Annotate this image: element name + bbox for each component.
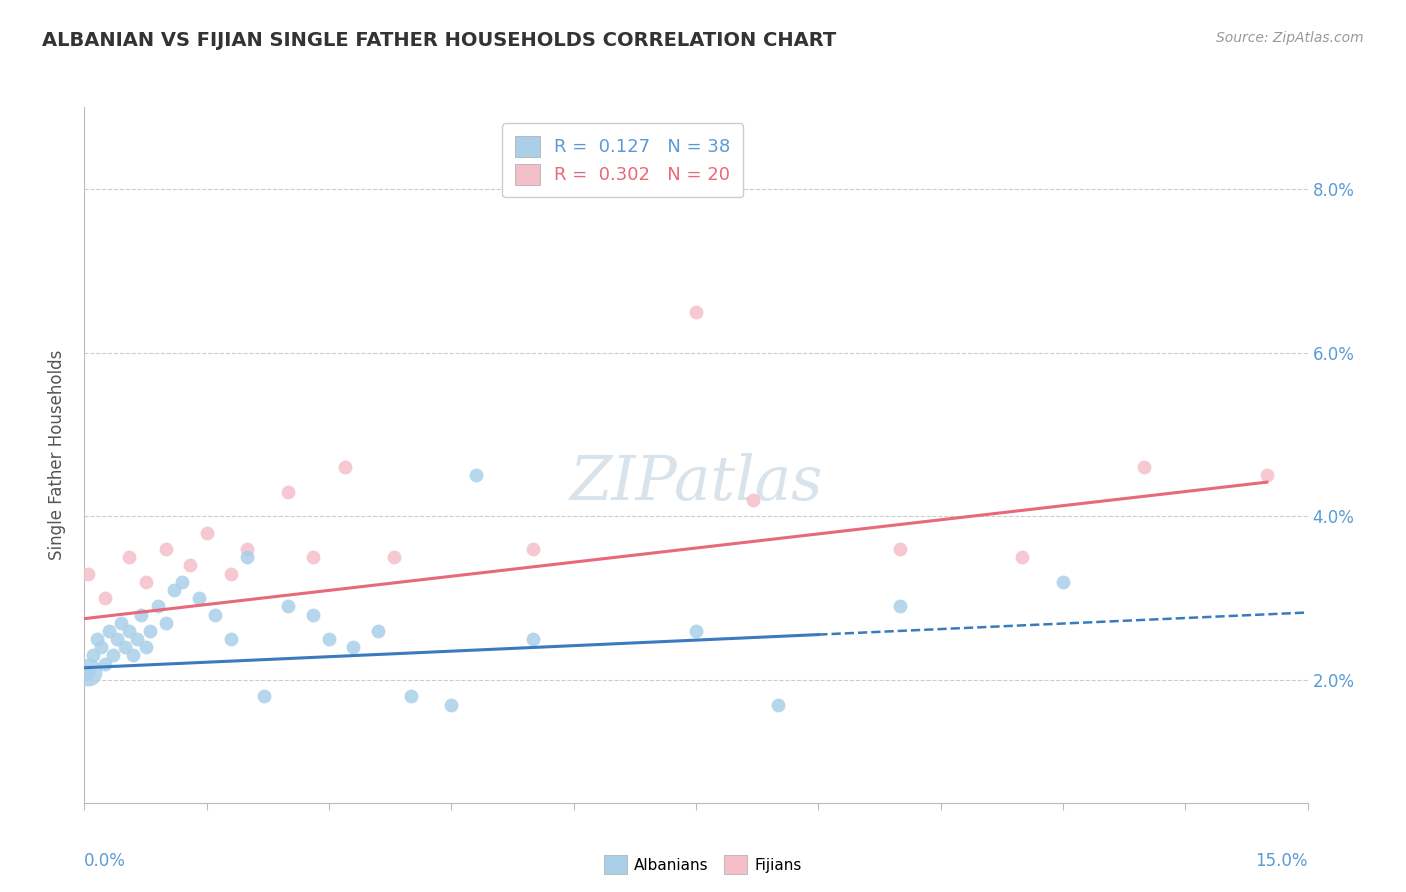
Point — [82, 648, 104, 663]
Point — [219, 566, 242, 581]
Y-axis label: Single Father Households: Single Father Households — [48, 350, 66, 560]
Point — [522, 542, 544, 557]
Point — [97, 624, 120, 638]
Point — [86, 632, 108, 646]
Point — [889, 599, 911, 614]
Point — [685, 304, 707, 318]
Point — [382, 550, 405, 565]
Point — [277, 484, 299, 499]
Point — [335, 460, 357, 475]
Point — [195, 525, 218, 540]
Point — [127, 632, 149, 646]
Point — [93, 657, 117, 671]
Point — [342, 640, 364, 655]
Text: 15.0%: 15.0% — [1256, 852, 1308, 870]
Text: ALBANIAN VS FIJIAN SINGLE FATHER HOUSEHOLDS CORRELATION CHART: ALBANIAN VS FIJIAN SINGLE FATHER HOUSEHO… — [42, 31, 837, 50]
Point — [253, 690, 276, 704]
Point — [219, 632, 242, 646]
Point — [135, 640, 157, 655]
Point — [301, 607, 323, 622]
Point — [122, 648, 145, 663]
Point — [101, 648, 124, 663]
Point — [172, 574, 194, 589]
Point — [77, 566, 100, 581]
Point — [187, 591, 209, 606]
Point — [464, 468, 486, 483]
Legend: R =  0.127   N = 38, R =  0.302   N = 20: R = 0.127 N = 38, R = 0.302 N = 20 — [502, 123, 744, 197]
Point — [889, 542, 911, 557]
Point — [236, 550, 259, 565]
Text: 0.0%: 0.0% — [84, 852, 127, 870]
Point — [135, 574, 157, 589]
Point — [90, 640, 112, 655]
Legend: Albanians, Fijians: Albanians, Fijians — [598, 849, 808, 880]
Point — [440, 698, 463, 712]
Point — [105, 632, 128, 646]
Point — [1133, 460, 1156, 475]
Point — [118, 550, 141, 565]
Point — [399, 690, 422, 704]
Point — [318, 632, 340, 646]
Point — [93, 591, 117, 606]
Point — [110, 615, 132, 630]
Text: ZIPatlas: ZIPatlas — [569, 453, 823, 513]
Point — [114, 640, 136, 655]
Point — [1052, 574, 1074, 589]
Point — [685, 624, 707, 638]
Point — [1256, 468, 1278, 483]
Point — [155, 615, 177, 630]
Point — [1011, 550, 1033, 565]
Point — [138, 624, 160, 638]
Point — [236, 542, 259, 557]
Point — [118, 624, 141, 638]
Point — [155, 542, 177, 557]
Point — [367, 624, 389, 638]
Point — [301, 550, 323, 565]
Point — [204, 607, 226, 622]
Point — [146, 599, 169, 614]
Point — [163, 582, 186, 597]
Point — [742, 492, 765, 507]
Point — [77, 665, 100, 679]
Point — [77, 665, 100, 679]
Point — [277, 599, 299, 614]
Point — [766, 698, 789, 712]
Point — [179, 558, 201, 573]
Point — [131, 607, 153, 622]
Text: Source: ZipAtlas.com: Source: ZipAtlas.com — [1216, 31, 1364, 45]
Point — [522, 632, 544, 646]
